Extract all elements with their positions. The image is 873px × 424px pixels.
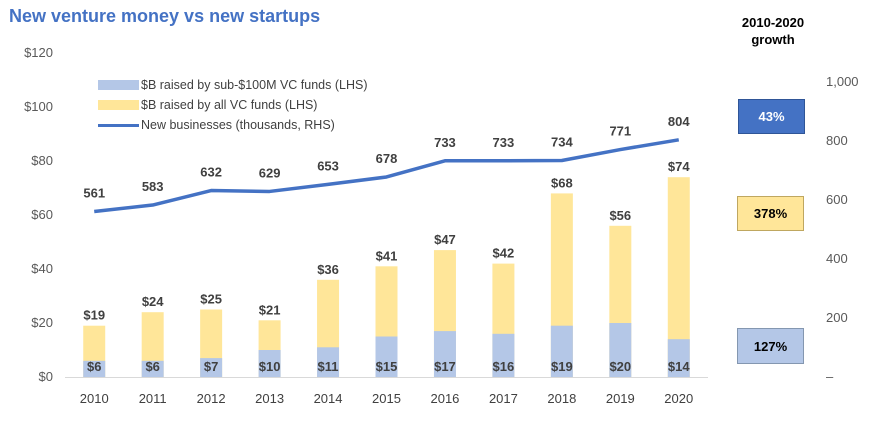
data-label-new-businesses: 629 [259,165,281,180]
data-label-new-businesses: 583 [142,179,164,194]
x-tick-label: 2018 [547,391,576,406]
x-tick-label: 2016 [430,391,459,406]
legend-swatch-new-businesses [98,123,139,127]
data-label-all-vc: $19 [83,308,105,323]
left-tick-label: $100 [24,99,53,114]
data-label-all-vc: $25 [200,292,222,307]
bar-sub100m-vc [667,339,690,377]
data-label-new-businesses: 653 [317,158,339,173]
x-axis-ticks: 2010 2011 2012 2013 2014 2015 2016 2017 2018 2019… [80,391,693,406]
data-label-sub100m-vc: $7 [204,359,218,374]
data-label-sub100m-vc: $11 [318,359,339,374]
left-axis-ticks: $0 $20 $40 $60 $80 $100 $120 [24,45,53,384]
data-label-all-vc: $41 [376,248,398,263]
data-label-all-vc: $47 [434,232,456,247]
growth-heading-line1: 2010-2020 [741,15,805,30]
right-tick-label: 1,000 [826,74,859,89]
data-label-all-vc: $74 [668,159,690,174]
left-tick-label: $20 [31,315,53,330]
data-label-all-vc: $24 [142,294,164,309]
x-tick-label: 2017 [489,391,518,406]
legend-swatch-all-vc [98,100,139,110]
growth-heading: 2010-2020 growth [731,14,815,48]
data-label-all-vc: $56 [609,208,631,223]
bar-sub100m-vc [141,360,164,377]
bar-sub100m-vc [200,358,223,377]
x-tick-label: 2019 [606,391,635,406]
x-tick-label: 2012 [197,391,226,406]
x-tick-label: 2010 [80,391,109,406]
data-label-new-businesses: 678 [376,151,398,166]
chart-title: New venture money vs new startups [9,6,321,26]
growth-box-sub100m-vc: 127% [737,328,804,364]
x-tick-label: 2013 [255,391,284,406]
data-label-sub100m-vc: $6 [145,359,159,374]
legend-label-sub100m: $B raised by sub-$100M VC funds (LHS) [141,78,368,92]
data-label-sub100m-vc: $19 [551,359,573,374]
legend-label-all-vc: $B raised by all VC funds (LHS) [141,98,318,112]
left-tick-label: $60 [31,207,53,222]
data-label-new-businesses: 804 [668,114,690,129]
left-tick-label: $120 [24,45,53,60]
data-label-new-businesses: 632 [200,165,222,180]
data-label-all-vc: $42 [493,246,515,261]
data-label-sub100m-vc: $10 [259,359,281,374]
data-label-sub100m-vc: $17 [434,359,456,374]
data-label-sub100m-vc: $15 [376,359,398,374]
legend: $B raised by sub-$100M VC funds (LHS) $B… [98,75,368,135]
legend-item-sub100m: $B raised by sub-$100M VC funds (LHS) [98,75,368,95]
legend-label-new-businesses: New businesses (thousands, RHS) [141,118,335,132]
data-label-new-businesses: 733 [434,135,456,150]
bar-all-vc [667,177,690,377]
data-labels: $19 $6 561 $24 $6 583 $25 $7 632 $21 $10 629 $36 $11 6… [83,114,690,374]
new-businesses-line-layer [94,138,680,214]
left-tick-label: $0 [39,369,53,384]
data-label-new-businesses: 561 [83,186,105,201]
bar-sub100m-vc [492,333,515,377]
bar-sub100m-vc [550,325,573,377]
data-label-all-vc: $68 [551,175,573,190]
x-tick-label: 2020 [664,391,693,406]
x-tick-label: 2015 [372,391,401,406]
data-label-sub100m-vc: $16 [493,359,515,374]
right-axis-ticks: – 200 400 600 800 1,000 [826,74,859,384]
legend-item-new-businesses: New businesses (thousands, RHS) [98,115,368,135]
legend-swatch-sub100m [98,80,139,90]
bar-sub100m-vc [258,350,281,377]
bar-sub100m-vc [375,336,398,377]
data-label-new-businesses: 734 [551,134,573,149]
x-tick-label: 2014 [314,391,343,406]
bar-sub100m-vc [83,360,106,377]
right-tick-label: – [826,369,834,384]
bar-sub100m-vc [433,331,456,377]
growth-box-new-businesses: 43% [738,99,805,134]
bar-sub100m-vc [317,347,340,377]
x-tick-label: 2011 [139,391,167,406]
data-label-all-vc: $21 [259,302,281,317]
legend-item-all-vc: $B raised by all VC funds (LHS) [98,95,368,115]
bar-sub100m-vc [609,323,632,377]
growth-box-all-vc: 378% [737,196,804,231]
bars-sub100m-vc [83,323,690,377]
right-tick-label: 200 [826,310,848,325]
data-label-sub100m-vc: $20 [609,359,631,374]
data-label-sub100m-vc: $6 [87,359,101,374]
data-label-new-businesses: 771 [609,124,631,139]
right-tick-label: 400 [826,251,848,266]
data-label-new-businesses: 733 [493,135,515,150]
right-tick-label: 600 [826,192,848,207]
left-tick-label: $40 [31,261,53,276]
data-label-all-vc: $36 [317,262,339,277]
right-tick-label: 800 [826,133,848,148]
data-label-sub100m-vc: $14 [668,359,690,374]
left-tick-label: $80 [31,153,53,168]
growth-heading-line2: growth [751,32,795,47]
new-businesses-line [94,138,680,214]
